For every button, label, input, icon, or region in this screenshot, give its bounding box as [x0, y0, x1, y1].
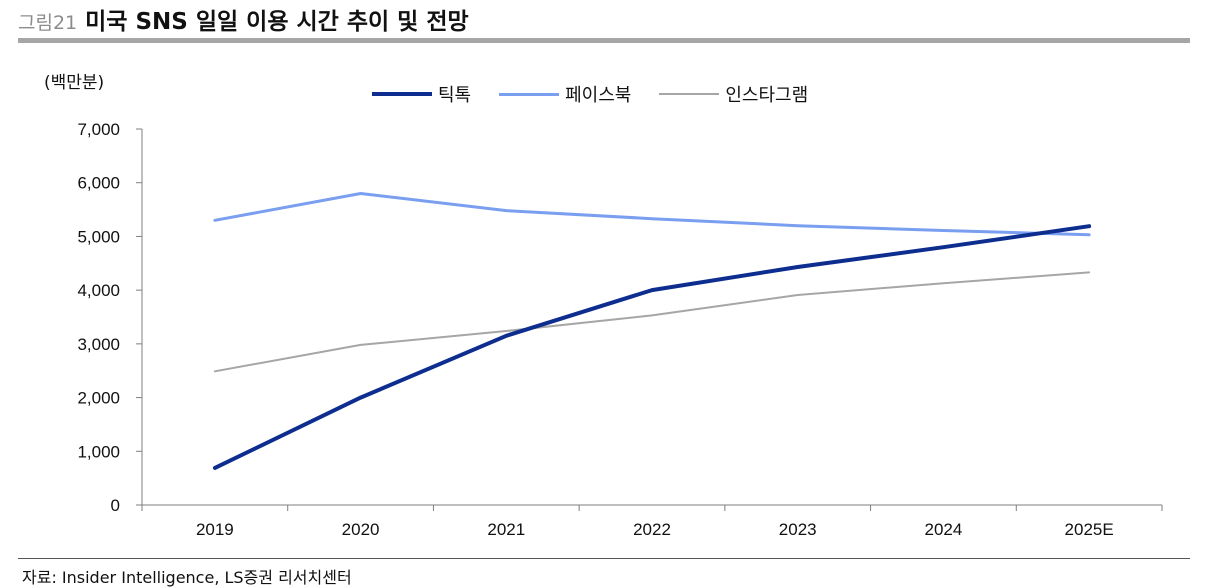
series-line-tiktok: [212, 224, 1092, 470]
x-tick-label: 2019: [196, 520, 234, 539]
legend-item-facebook: 페이스북: [499, 81, 631, 107]
legend: 틱톡 페이스북 인스타그램: [372, 82, 836, 106]
figure-header: 그림21 미국 SNS 일일 이용 시간 추이 및 전망: [18, 2, 469, 38]
y-tick-label: 2,000: [77, 389, 120, 408]
bottom-divider: [18, 558, 1190, 559]
x-tick-label: 2021: [487, 520, 525, 539]
legend-item-instagram: 인스타그램: [659, 81, 808, 107]
source-note: 자료: Insider Intelligence, LS증권 리서치센터: [22, 568, 352, 587]
legend-swatch-facebook: [499, 92, 560, 96]
series-line-instagram: [213, 271, 1091, 373]
x-tick-label: 2020: [342, 520, 380, 539]
legend-item-tiktok: 틱톡: [372, 81, 471, 107]
chart-series: [212, 192, 1092, 470]
y-tick-label: 0: [111, 496, 120, 515]
top-divider: [18, 38, 1190, 43]
y-tick-label: 3,000: [77, 335, 120, 354]
y-tick-label: 1,000: [77, 442, 120, 461]
legend-swatch-tiktok: [372, 92, 432, 96]
figure-label: 그림21: [18, 12, 78, 34]
y-tick-label: 4,000: [77, 281, 120, 300]
legend-label-tiktok: 틱톡: [438, 85, 472, 106]
x-tick-label: 2023: [779, 520, 817, 539]
series-line-facebook: [213, 192, 1091, 237]
chart-axes: 0 1,000 2,000 3,000 4,000 5,000 6,000 7,000 2019…: [77, 120, 1163, 539]
figure-title: 미국 SNS 일일 이용 시간 추이 및 전망: [85, 9, 469, 35]
x-tick-label: 2022: [633, 520, 671, 539]
y-tick-label: 7,000: [77, 120, 120, 139]
legend-label-facebook: 페이스북: [565, 85, 632, 106]
x-tick-label: 2025E: [1065, 520, 1114, 539]
y-tick-label: 5,000: [77, 227, 120, 246]
x-tick-label: 2024: [925, 520, 963, 539]
y-axis-unit: (백만분): [44, 73, 105, 93]
y-tick-label: 6,000: [77, 174, 120, 193]
legend-swatch-instagram: [659, 93, 720, 95]
legend-label-instagram: 인스타그램: [725, 85, 809, 106]
